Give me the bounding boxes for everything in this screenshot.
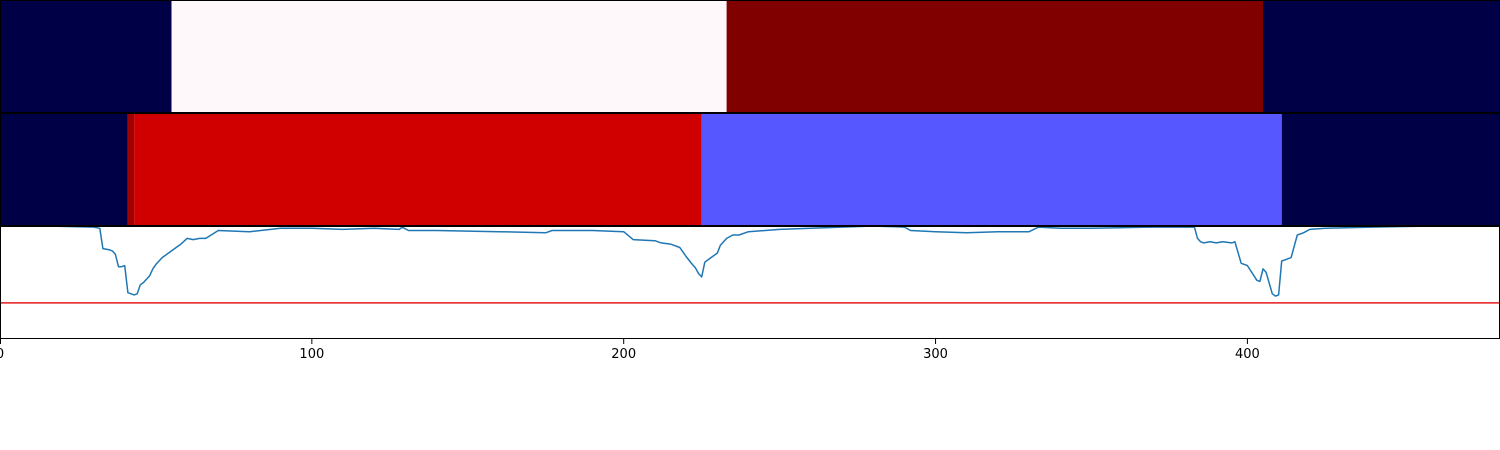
- x-tick-label-100: 100: [299, 347, 324, 362]
- x-tick-label-300: 300: [923, 347, 948, 362]
- signal-panel: [0, 225, 1500, 304]
- track-2-segment-5: [1281, 113, 1500, 226]
- panel-frame-3: [0, 226, 1500, 339]
- track-2-segment-3: [134, 113, 702, 226]
- track-1-segment-1: [0, 0, 172, 113]
- track-1-segment-4: [1262, 0, 1500, 113]
- track-2-segment-2: [127, 113, 135, 226]
- x-tick-label-0: 0: [0, 347, 4, 362]
- track-1-segment-3: [726, 0, 1263, 113]
- track-2-segment-4: [701, 113, 1282, 226]
- track-1-segment-2: [171, 0, 727, 113]
- track-2-segment-1: [0, 113, 128, 226]
- x-tick-label-400: 400: [1235, 347, 1260, 362]
- signal-series-line: [0, 225, 1435, 297]
- x-tick-label-200: 200: [611, 347, 636, 362]
- heatmap-tracks: [0, 0, 1500, 226]
